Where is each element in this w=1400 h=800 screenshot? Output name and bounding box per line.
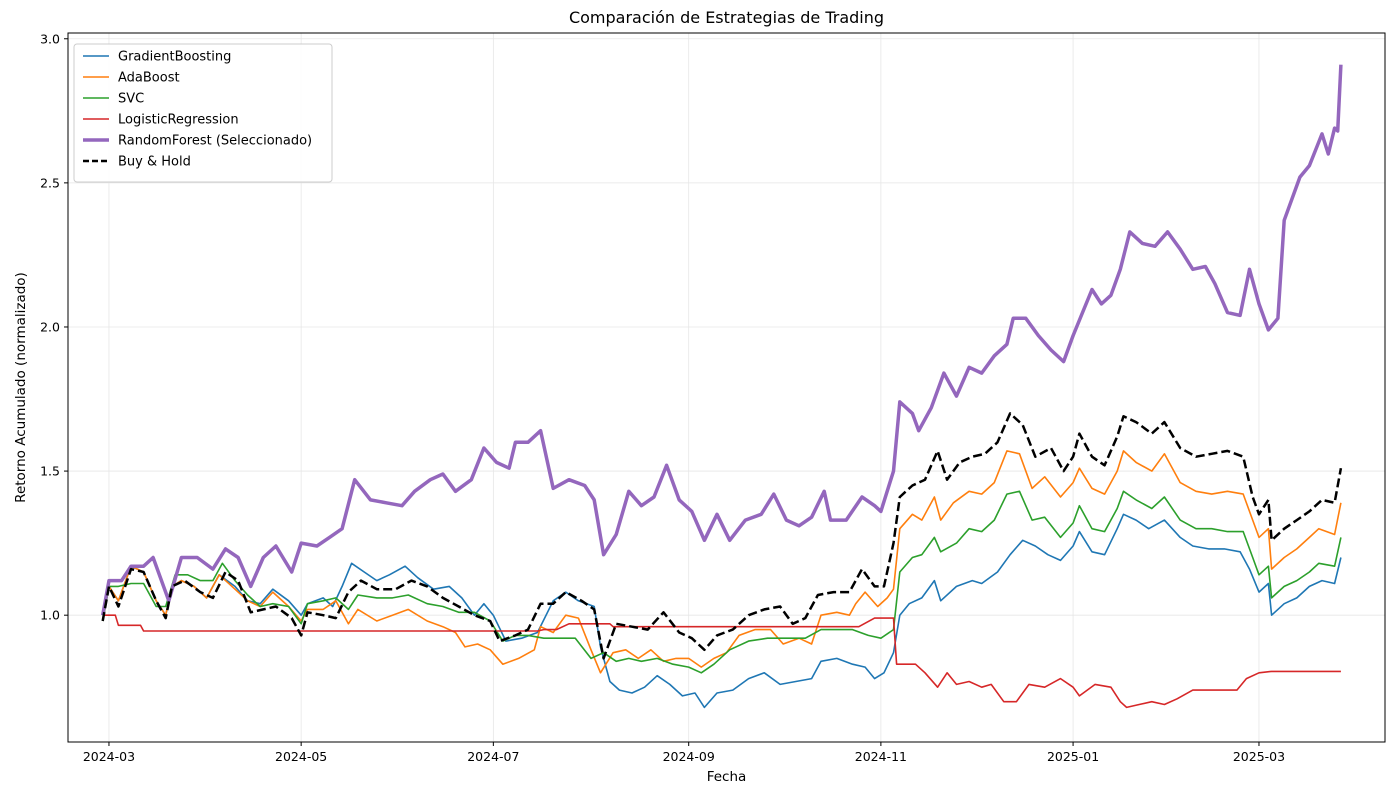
series-lines xyxy=(100,64,1343,709)
x-tick-label: 2024-07 xyxy=(467,749,519,764)
axis-ticks: 2024-03 2024-05 2024-07 2024-09 2024-11 2025-… xyxy=(40,31,1285,764)
legend-box xyxy=(73,43,333,183)
x-tick-label: 2024-05 xyxy=(275,749,327,764)
series-line-randomforest-seleccionado xyxy=(100,64,1343,616)
legend-label: GradientBoosting xyxy=(118,50,231,65)
legend-label: SVC xyxy=(118,92,144,107)
y-tick-label: 1.5 xyxy=(40,464,60,479)
x-tick-label: 2024-09 xyxy=(663,749,715,764)
legend: GradientBoosting AdaBoost SVC LogisticRegre… xyxy=(73,43,333,183)
chart-title: Comparación de Estrategias de Trading xyxy=(569,8,884,27)
legend-label: AdaBoost xyxy=(118,71,180,86)
series-line-buy-hold xyxy=(101,412,1343,660)
legend-label: RandomForest (Seleccionado) xyxy=(118,134,312,149)
legend-label: Buy & Hold xyxy=(118,155,191,170)
x-axis-title: Fecha xyxy=(707,769,747,785)
legend-label: LogisticRegression xyxy=(118,113,239,128)
y-tick-label: 2.0 xyxy=(40,319,60,334)
series-line-logisticregression xyxy=(102,614,1341,709)
x-tick-label: 2024-11 xyxy=(855,749,907,764)
y-tick-label: 2.5 xyxy=(40,175,60,190)
y-tick-label: 1.0 xyxy=(40,608,60,623)
series-line-adaboost xyxy=(101,450,1342,674)
x-tick-label: 2025-03 xyxy=(1233,749,1285,764)
x-tick-label: 2025-01 xyxy=(1047,749,1099,764)
y-axis-title: Retorno Acumulado (normalizado) xyxy=(13,272,29,503)
series-line-svc xyxy=(101,490,1342,674)
x-tick-label: 2024-03 xyxy=(83,749,135,764)
series-line-gradientboosting xyxy=(101,513,1342,709)
plot-frame xyxy=(67,32,1386,743)
y-tick-label: 3.0 xyxy=(40,31,60,46)
